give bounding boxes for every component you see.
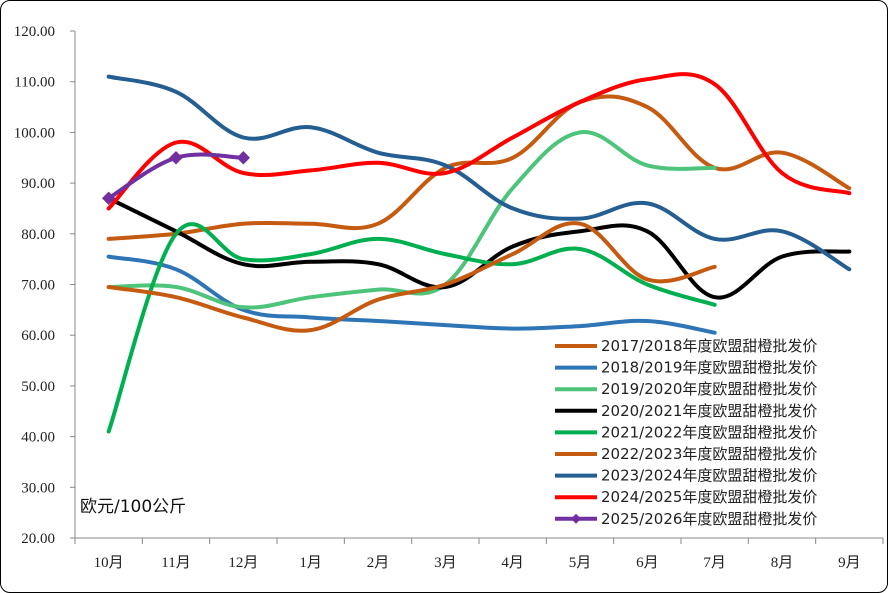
y-tick-label: 110.00 (14, 75, 55, 91)
series-2 (106, 254, 717, 335)
axes: 20.00 30.00 40.00 50.00 60.00 70.00 80.00 90.00… (14, 24, 884, 571)
legend-item: 2022/2023年度欧盟甜橙批发价 (555, 445, 817, 463)
data-point-marker (236, 151, 251, 165)
y-tick-label: 120.00 (14, 24, 55, 40)
series-3 (106, 130, 717, 310)
legend-label: 2025/2026年度欧盟甜橙批发价 (601, 510, 817, 528)
series-5 (106, 222, 717, 434)
legend-item: 2021/2022年度欧盟甜橙批发价 (555, 423, 817, 441)
y-tick-label: 100.00 (14, 125, 55, 141)
x-tick-label: 4月 (501, 555, 524, 571)
x-tick-label: 12月 (228, 555, 258, 571)
legend-item: 2019/2020年度欧盟甜橙批发价 (555, 380, 817, 398)
data-point-marker (101, 191, 116, 206)
x-tick-label: 11月 (161, 555, 190, 571)
y-tick-label: 90.00 (21, 176, 55, 192)
legend-item: 2018/2019年度欧盟甜橙批发价 (555, 359, 817, 377)
x-tick-label: 9月 (838, 555, 861, 571)
series-line (106, 130, 717, 310)
series-line (106, 94, 852, 241)
x-tick-label: 8月 (771, 555, 794, 571)
x-tick-label: 5月 (569, 555, 592, 571)
x-tick-label: 6月 (636, 555, 659, 571)
series-line (106, 222, 717, 434)
series-line (106, 221, 717, 333)
series-line (106, 72, 852, 211)
legend-label: 2023/2024年度欧盟甜橙批发价 (601, 467, 817, 485)
legend-item: 2023/2024年度欧盟甜橙批发价 (555, 467, 817, 485)
legend-item: 2024/2025年度欧盟甜橙批发价 (555, 488, 817, 506)
legend: 2017/2018年度欧盟甜橙批发价 2018/2019年度欧盟甜橙批发价 2019… (555, 337, 817, 528)
legend-label: 2024/2025年度欧盟甜橙批发价 (601, 488, 817, 506)
series-8 (106, 72, 852, 211)
series-1 (106, 94, 852, 241)
y-unit-label: 欧元/100公斤 (80, 497, 186, 517)
legend-item: 2025/2026年度欧盟甜橙批发价 (555, 510, 817, 528)
legend-label: 2018/2019年度欧盟甜橙批发价 (601, 359, 817, 377)
legend-label: 2021/2022年度欧盟甜橙批发价 (601, 423, 817, 441)
legend-marker (571, 513, 581, 524)
legend-item: 2020/2021年度欧盟甜橙批发价 (555, 402, 817, 420)
data-point-marker (169, 151, 183, 165)
series-7 (106, 74, 852, 272)
legend-label: 2020/2021年度欧盟甜橙批发价 (601, 402, 817, 420)
y-tick-label: 80.00 (21, 227, 55, 243)
series-layer (101, 72, 852, 434)
y-tick-label: 60.00 (21, 328, 55, 344)
legend-label: 2022/2023年度欧盟甜橙批发价 (601, 445, 817, 463)
series-6 (106, 221, 717, 333)
x-tick-label: 2月 (367, 555, 390, 571)
x-tick-label: 3月 (434, 555, 457, 571)
x-tick-label: 1月 (299, 555, 322, 571)
legend-item: 2017/2018年度欧盟甜橙批发价 (555, 337, 817, 355)
series-line (106, 254, 717, 335)
y-tick-label: 40.00 (21, 430, 55, 446)
x-tick-label: 7月 (703, 555, 726, 571)
legend-label: 2019/2020年度欧盟甜橙批发价 (601, 380, 817, 398)
y-tick-label: 50.00 (21, 379, 55, 395)
series-9 (101, 151, 251, 206)
x-tick-label: 10月 (94, 555, 124, 571)
series-4 (106, 196, 852, 300)
series-line (106, 74, 852, 272)
series-line (106, 196, 852, 300)
y-tick-label: 20.00 (21, 531, 55, 547)
y-tick-label: 70.00 (21, 278, 55, 294)
legend-label: 2017/2018年度欧盟甜橙批发价 (601, 337, 817, 355)
y-tick-label: 30.00 (21, 480, 55, 496)
